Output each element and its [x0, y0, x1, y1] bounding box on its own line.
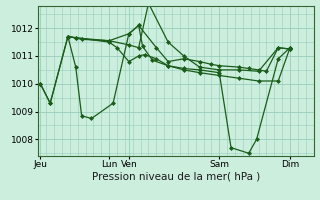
X-axis label: Pression niveau de la mer( hPa ): Pression niveau de la mer( hPa ) [92, 172, 260, 182]
